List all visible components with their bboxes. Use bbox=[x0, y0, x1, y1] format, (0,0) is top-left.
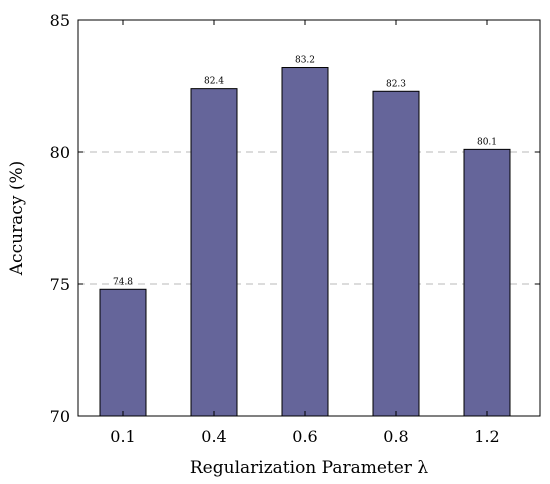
bar-0.8 bbox=[372, 90, 420, 417]
y-axis-title: Accuracy (%) bbox=[7, 161, 27, 276]
bar-0.6 bbox=[281, 67, 329, 417]
data-label-0.1: 74.8 bbox=[113, 277, 133, 287]
data-label-0.8: 82.3 bbox=[386, 79, 406, 89]
data-label-0.6: 83.2 bbox=[295, 56, 315, 66]
x-tick-label-0.4: 0.4 bbox=[201, 427, 226, 446]
y-tick-label-75: 75 bbox=[50, 275, 70, 294]
x-axis-title: Regularization Parameter λ bbox=[190, 458, 428, 478]
x-tick-label-0.8: 0.8 bbox=[383, 427, 408, 446]
data-label-1.2: 80.1 bbox=[477, 137, 497, 147]
data-label-0.4: 82.4 bbox=[204, 77, 224, 87]
y-tick-label-70: 70 bbox=[50, 407, 70, 426]
x-tick-label-1.2: 1.2 bbox=[474, 427, 499, 446]
y-tick-label-80: 80 bbox=[50, 143, 70, 162]
bar-0.1 bbox=[99, 288, 147, 417]
data-labels: 74.8 82.4 83.2 82.3 80.1 bbox=[113, 56, 497, 288]
plot-frame bbox=[77, 19, 541, 417]
x-tick-label-0.6: 0.6 bbox=[292, 427, 317, 446]
bar-0.4 bbox=[190, 88, 238, 417]
bars bbox=[99, 67, 511, 417]
y-tick-label-85: 85 bbox=[50, 11, 70, 30]
x-tick-label-0.1: 0.1 bbox=[110, 427, 135, 446]
axis-ticks: 70 75 80 85 0.1 0.4 0.6 0.8 1.2 bbox=[50, 11, 540, 446]
bar-1.2 bbox=[463, 148, 511, 417]
